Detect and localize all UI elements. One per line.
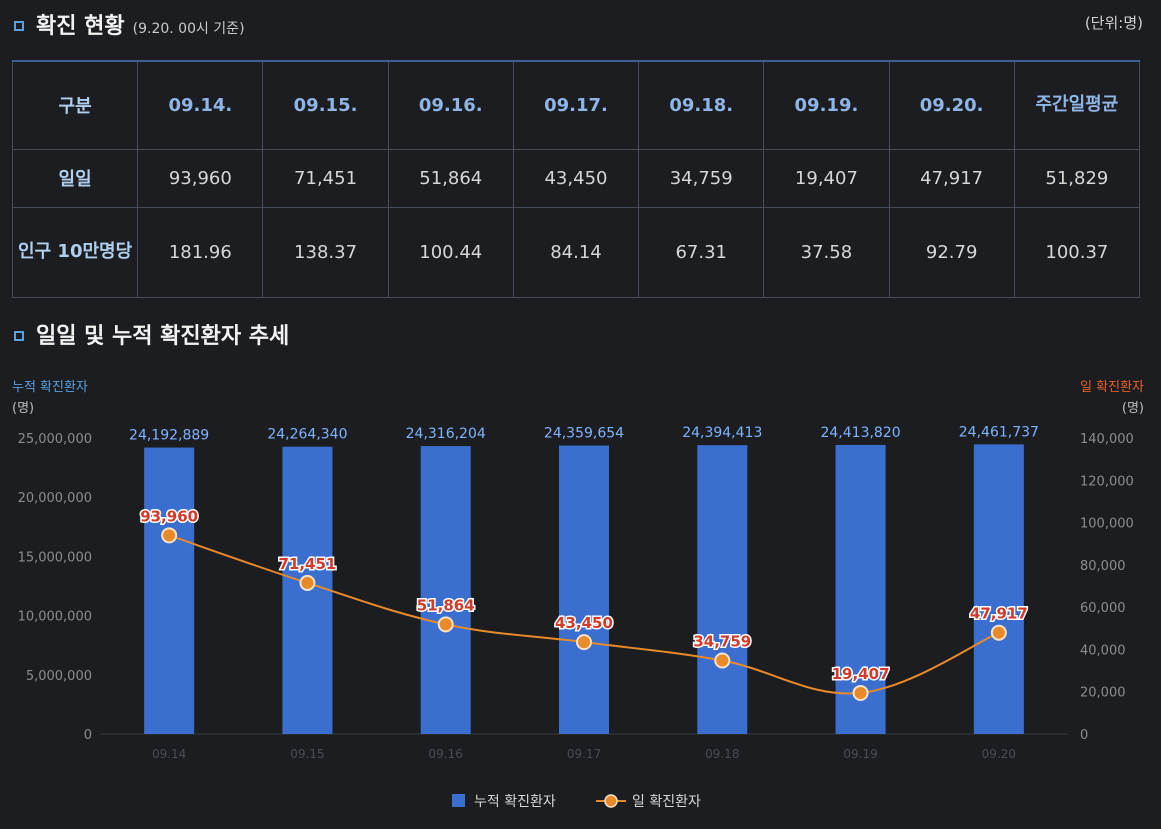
legend-bar-label: 누적 확진환자 <box>474 794 556 810</box>
left-tick-label: 20,000,000 <box>18 491 92 506</box>
legend-bar-swatch <box>452 794 465 807</box>
section-square-icon <box>14 331 24 341</box>
right-tick-label: 80,000 <box>1080 559 1126 574</box>
status-title: 확진 현황 <box>36 14 125 39</box>
unit-label: (단위:명) <box>1084 14 1143 32</box>
right-tick-label: 60,000 <box>1080 601 1126 616</box>
line-data-label: 93,960 <box>140 507 198 525</box>
line-point <box>714 652 731 669</box>
table-cell: 67.31 <box>638 206 765 298</box>
trend-section-header: 일일 및 누적 확진환자 추세 <box>14 318 289 350</box>
line-data-label: 47,917 <box>970 605 1028 623</box>
bar <box>697 445 748 734</box>
row-label: 인구 10만명당 <box>11 206 139 298</box>
table-cell: 47,917 <box>888 148 1015 208</box>
table-header-cell: 09.16. <box>387 60 514 150</box>
x-tick-label: 09.20 <box>982 747 1016 761</box>
right-tick-label: 120,000 <box>1080 474 1134 489</box>
bar-data-label: 24,461,737 <box>959 424 1039 440</box>
line-data-label: 34,759 <box>693 633 751 651</box>
table-header-cell: 주간일평균 <box>1013 60 1141 150</box>
right-axis-title: 일 확진환자 <box>1080 380 1144 395</box>
bar-data-label: 24,316,204 <box>406 426 486 442</box>
line-data-label: 43,450 <box>555 614 613 632</box>
table-header-cell: 09.20. <box>888 60 1015 150</box>
table-cell: 100.37 <box>1013 206 1141 298</box>
table-header-cell: 09.17. <box>512 60 640 150</box>
table-cell: 34,759 <box>638 148 765 208</box>
legend-line-marker <box>604 794 618 808</box>
left-tick-label: 25,000,000 <box>18 432 92 447</box>
x-tick-label: 09.14 <box>152 747 186 761</box>
table-header-cell: 09.18. <box>638 60 765 150</box>
table-cell: 43,450 <box>512 148 640 208</box>
line-point <box>852 684 869 701</box>
row-label: 일일 <box>11 148 139 208</box>
left-tick-label: 15,000,000 <box>18 550 92 565</box>
x-tick-label: 09.17 <box>567 747 601 761</box>
table-cell: 71,451 <box>262 148 389 208</box>
table-cell: 19,407 <box>763 148 890 208</box>
section-square-icon <box>14 21 24 31</box>
bar-data-label: 24,264,340 <box>267 427 347 443</box>
line-point <box>437 616 454 633</box>
line-data-label: 71,451 <box>278 555 336 573</box>
table-cell: 51,864 <box>387 148 514 208</box>
x-tick-label: 09.19 <box>843 747 877 761</box>
legend-line-label: 일 확진환자 <box>632 794 701 810</box>
bar-data-label: 24,394,413 <box>682 425 762 441</box>
table-cell: 84.14 <box>512 206 640 298</box>
table-cell: 93,960 <box>137 148 264 208</box>
status-table: 구분 09.14. 09.15. 09.16. 09.17. 09.18. 09… <box>11 60 1141 298</box>
table-cell: 100.44 <box>387 206 514 298</box>
table-cell: 138.37 <box>262 206 389 298</box>
table-cell: 37.58 <box>763 206 890 298</box>
right-tick-label: 40,000 <box>1080 643 1126 658</box>
table-header-cell: 구분 <box>11 60 139 150</box>
table-cell: 92.79 <box>888 206 1015 298</box>
status-subtitle: (9.20. 00시 기준) <box>132 21 245 37</box>
left-tick-label: 0 <box>84 728 92 743</box>
bar <box>559 445 609 734</box>
table-cell: 181.96 <box>137 206 264 298</box>
bar-data-label: 24,359,654 <box>544 426 624 442</box>
bar <box>420 446 471 734</box>
trend-title: 일일 및 누적 확진환자 추세 <box>36 324 290 349</box>
line-point <box>990 624 1007 641</box>
right-tick-label: 140,000 <box>1080 432 1134 447</box>
x-tick-label: 09.15 <box>290 747 324 761</box>
x-tick-label: 09.18 <box>705 747 739 761</box>
bar <box>144 447 195 734</box>
table-row: 일일 93,960 71,451 51,864 43,450 34,759 19… <box>11 148 1141 208</box>
table-header-row: 구분 09.14. 09.15. 09.16. 09.17. 09.18. 09… <box>11 60 1141 150</box>
line-data-label: 51,864 <box>417 596 475 614</box>
right-tick-label: 20,000 <box>1080 686 1126 701</box>
line-point <box>576 634 592 651</box>
chart-svg: 누적 확진환자 (명) 일 확진환자 (명) 0 5,000,000 10,000,000 1… <box>12 380 1144 810</box>
bar-data-label: 24,413,820 <box>820 425 900 441</box>
bar <box>973 444 1024 734</box>
line-point <box>299 574 316 591</box>
trend-chart: 누적 확진환자 (명) 일 확진환자 (명) 0 5,000,000 10,000,000 1… <box>0 360 1161 825</box>
left-tick-label: 5,000,000 <box>26 669 92 684</box>
left-tick-label: 10,000,000 <box>18 610 92 625</box>
table-row: 인구 10만명당 181.96 138.37 100.44 84.14 67.3… <box>11 206 1141 298</box>
table-header-cell: 09.15. <box>262 60 389 150</box>
line-point <box>161 527 178 544</box>
x-tick-label: 09.16 <box>429 747 463 761</box>
bar-data-label: 24,192,889 <box>129 428 209 444</box>
line-data-label: 19,407 <box>832 665 890 683</box>
right-tick-label: 100,000 <box>1080 517 1134 532</box>
left-axis-unit: (명) <box>12 401 34 416</box>
status-section-header: 확진 현황 (9.20. 00시 기준) <box>14 8 245 40</box>
right-axis-unit: (명) <box>1122 401 1144 416</box>
table-header-cell: 09.19. <box>763 60 890 150</box>
table-header-cell: 09.14. <box>137 60 264 150</box>
right-tick-label: 0 <box>1080 728 1088 743</box>
table-cell: 51,829 <box>1013 148 1141 208</box>
left-axis-title: 누적 확진환자 <box>12 380 88 395</box>
